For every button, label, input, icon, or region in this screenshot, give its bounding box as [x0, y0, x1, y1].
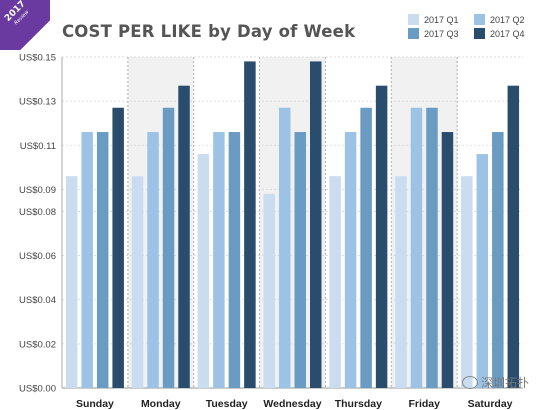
bar: [395, 176, 407, 388]
bar: [375, 85, 388, 388]
legend-label: 2017 Q2: [490, 14, 525, 25]
legend-item: 2017 Q1: [408, 14, 459, 25]
bar: [263, 193, 275, 388]
x-tick-label: Sunday: [76, 398, 114, 410]
legend-label: 2017 Q3: [424, 28, 459, 39]
bar: [112, 107, 124, 389]
y-tick-label: US$0.08: [19, 207, 56, 218]
y-tick-label: US$0.02: [19, 339, 56, 350]
x-tick-label: Saturday: [468, 398, 513, 410]
x-tick-label: Tuesday: [206, 398, 248, 410]
y-tick-label: US$0.04: [19, 295, 56, 306]
bar: [131, 176, 144, 388]
bar: [492, 132, 504, 388]
bar: [310, 61, 322, 389]
legend-item: 2017 Q2: [474, 14, 525, 25]
bar: [147, 132, 159, 388]
y-tick-label: US$0.13: [19, 97, 56, 108]
x-tick-label: Friday: [408, 398, 440, 410]
chart-title: COST PER LIKE by Day of Week: [62, 22, 356, 41]
bar: [476, 154, 489, 388]
bar: [360, 107, 372, 389]
legend-swatch: [474, 28, 485, 39]
bar: [162, 107, 175, 389]
legend-swatch: [408, 14, 419, 25]
legend-label: 2017 Q4: [490, 28, 525, 39]
bar: [294, 132, 306, 388]
bar: [441, 132, 454, 388]
y-tick-label: US$0.06: [19, 251, 56, 262]
bar: [344, 132, 357, 388]
bar: [244, 61, 256, 389]
wechat-icon: [462, 376, 478, 389]
bar: [96, 132, 109, 388]
x-tick-label: Wednesday: [263, 398, 321, 410]
legend-swatch: [474, 14, 485, 25]
watermark: 深圳拓扑: [462, 374, 529, 391]
bar: [228, 132, 241, 388]
bar: [178, 85, 190, 388]
y-tick-label: US$0.09: [19, 185, 56, 196]
bar: [197, 154, 210, 388]
y-tick-label: US$0.11: [20, 141, 56, 152]
y-tick-label: US$0.15: [19, 53, 56, 64]
bar: [279, 107, 291, 389]
y-tick-label: US$0.00: [19, 384, 56, 395]
x-tick-label: Thursday: [335, 398, 382, 410]
bar: [213, 132, 225, 388]
x-tick-label: Monday: [141, 398, 181, 410]
bar: [65, 176, 78, 388]
watermark-text: 深圳拓扑: [481, 376, 530, 390]
bar: [410, 107, 423, 389]
bar: [81, 132, 93, 388]
bar: [329, 176, 341, 388]
legend-item: 2017 Q3: [408, 28, 459, 39]
legend-label: 2017 Q1: [424, 14, 459, 25]
legend-swatch: [408, 28, 419, 39]
bar: [507, 85, 520, 388]
bar: [426, 107, 438, 389]
bar: [461, 176, 473, 388]
legend-item: 2017 Q4: [474, 28, 525, 39]
